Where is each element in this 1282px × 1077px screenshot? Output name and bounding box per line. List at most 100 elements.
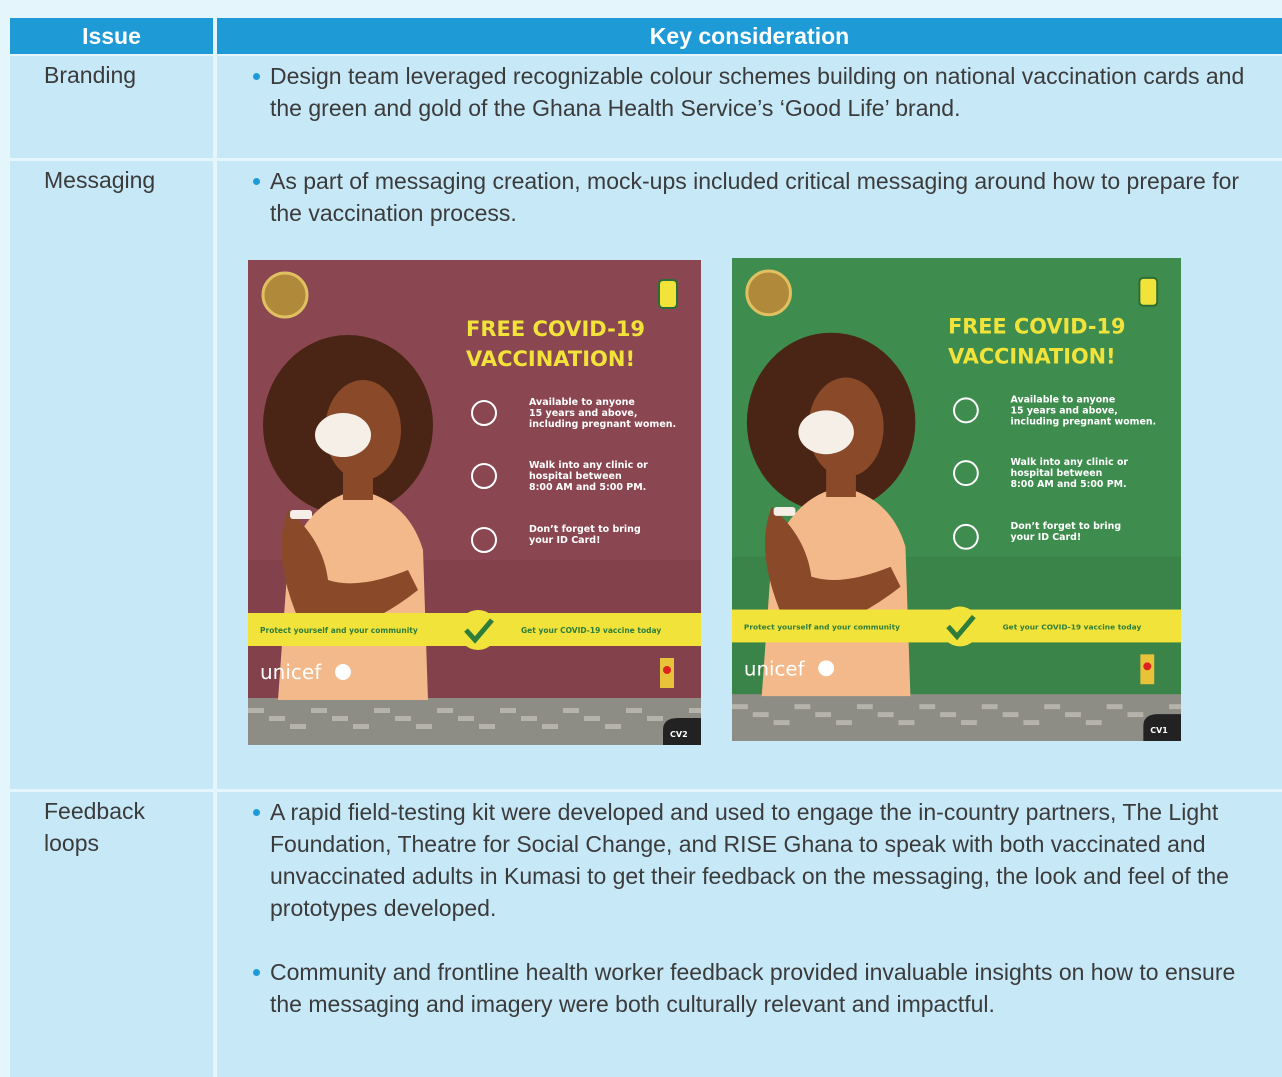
cobble: [1169, 704, 1181, 710]
mask: [798, 410, 854, 455]
cobble: [1023, 720, 1040, 726]
item-text: 8:00 AM and 5:00 PM.: [1011, 479, 1127, 490]
cobble: [1085, 720, 1102, 726]
item-text: your ID Card!: [529, 535, 600, 546]
brand: unicef: [744, 657, 806, 680]
arm: [765, 506, 901, 637]
header-text: Key consideration: [649, 22, 850, 49]
point-text: Design team leveraged recognizable colou…: [270, 63, 1245, 121]
row-cell: [10, 161, 213, 789]
cobble: [248, 708, 264, 713]
cobble: [815, 712, 832, 718]
bullet: [253, 73, 260, 80]
point-text: A rapid field-testing kit were developed…: [270, 799, 1229, 921]
item-text: including pregnant women.: [529, 419, 676, 430]
cobble: [1065, 712, 1081, 718]
cobble: [940, 712, 957, 718]
check-circle: [940, 606, 980, 647]
cobble: [960, 720, 977, 726]
row-cell: [217, 792, 1282, 1077]
item-icon: [953, 460, 979, 487]
issue-text: Feedback loops: [44, 798, 146, 856]
cobble: [500, 708, 516, 713]
cobble: [732, 704, 748, 710]
item-text: Walk into any clinic or: [529, 460, 648, 471]
bandage: [290, 510, 312, 519]
tag: CV1: [1150, 726, 1167, 735]
point-text: As part of messaging creation, mock-ups …: [270, 168, 1240, 226]
gl-logo: [1138, 276, 1159, 307]
cobble: [584, 716, 600, 721]
gh-dot: [1143, 662, 1152, 671]
item-icon: [953, 523, 979, 550]
cobble: [1044, 704, 1061, 710]
brand: unicef: [260, 660, 322, 684]
check: [464, 618, 494, 644]
bullet: [253, 969, 260, 976]
tag-bg: [1143, 714, 1181, 741]
row-cell: [217, 56, 1282, 158]
cobble: [1106, 704, 1123, 710]
item-icon: [471, 527, 497, 553]
header-cell: Key consideration: [217, 18, 1282, 54]
poster-title: FREE COVID-19: [948, 315, 1125, 339]
item-text: 8:00 AM and 5:00 PM.: [529, 482, 646, 493]
item-text: Don’t forget to bring: [529, 524, 641, 535]
crest: [745, 269, 792, 317]
item-icon: [471, 463, 497, 489]
cobble: [479, 724, 495, 729]
banner-text: Get your COVID-19 vaccine today: [1003, 622, 1142, 631]
cobble: [1002, 712, 1019, 718]
cobble: [374, 708, 390, 713]
cobble: [269, 716, 285, 721]
item-text: 15 years and above,: [529, 408, 638, 419]
tag: CV2: [670, 730, 688, 739]
cobble: [856, 704, 873, 710]
item-text: hospital between: [1011, 468, 1103, 479]
brand-logo: [818, 660, 835, 677]
cobble: [563, 708, 579, 713]
issue-text: Branding: [44, 62, 137, 88]
gl-logo: [658, 279, 678, 309]
row-cell: [10, 792, 213, 1077]
item-text: your ID Card!: [1011, 532, 1082, 543]
point-text: Community and frontline health worker fe…: [270, 959, 1236, 1017]
poster-title: FREE COVID-19: [466, 317, 645, 341]
bullet: [253, 178, 260, 185]
cobble: [836, 720, 852, 726]
cobble: [458, 716, 474, 721]
cobble: [542, 724, 558, 729]
crest: [261, 271, 309, 319]
banner-text: Get your COVID-19 vaccine today: [521, 626, 661, 635]
item-icon: [471, 400, 497, 426]
poster-title: VACCINATION!: [466, 347, 635, 371]
cobble: [605, 724, 621, 729]
bullet: [253, 809, 260, 816]
cobble: [353, 724, 369, 729]
check: [946, 614, 976, 641]
item-text: including pregnant women.: [1011, 416, 1157, 427]
cobble: [521, 716, 537, 721]
item-text: Available to anyone: [1011, 394, 1116, 405]
item-text: Don’t forget to bring: [1011, 521, 1122, 532]
item-text: hospital between: [529, 471, 622, 482]
cobble: [332, 716, 348, 721]
item-icon: [953, 397, 979, 424]
issue-text: Messaging: [44, 167, 156, 193]
gh-dot: [663, 666, 671, 674]
check-circle: [458, 610, 498, 650]
cobble: [1127, 712, 1144, 718]
cobble: [877, 712, 894, 718]
tag-bg: [663, 718, 701, 745]
cobble: [626, 708, 642, 713]
poster: FREE COVID-19 VACCINATION! Available to an…: [248, 260, 701, 745]
cobble: [416, 724, 432, 729]
banner-text: Protect yourself and your community: [744, 622, 900, 631]
cobble: [290, 724, 306, 729]
item-text: Available to anyone: [529, 397, 635, 408]
header-cell: Issue: [10, 18, 213, 54]
item-text: 15 years and above,: [1011, 405, 1118, 416]
header-text: Issue: [82, 22, 141, 49]
poster-title: VACCINATION!: [948, 345, 1116, 369]
